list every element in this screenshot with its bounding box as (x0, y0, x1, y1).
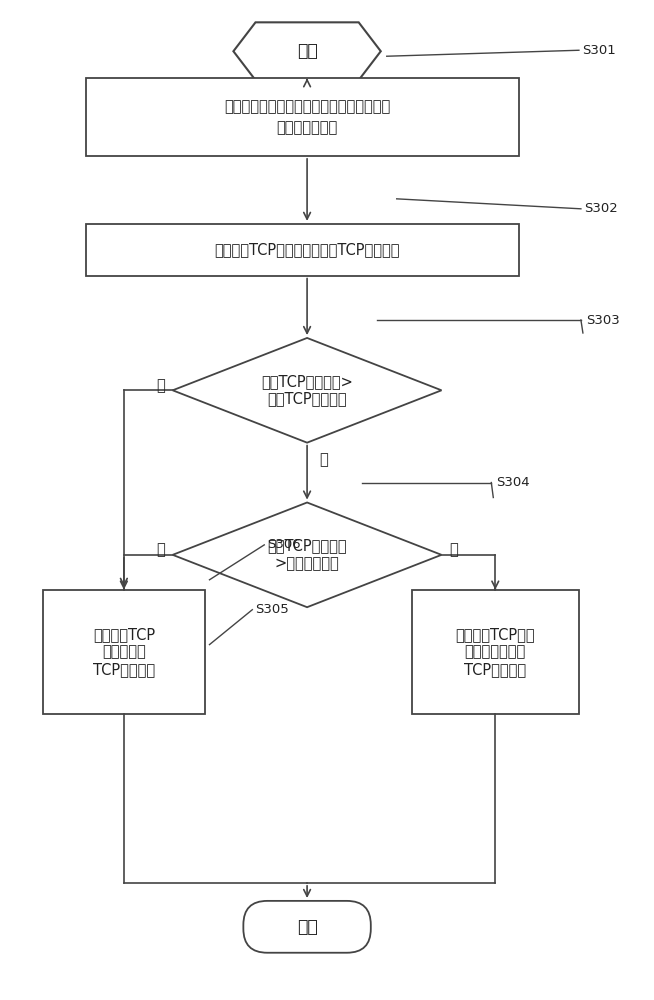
Text: S305: S305 (255, 603, 289, 616)
Text: S304: S304 (496, 476, 530, 489)
Text: 根据网络系统信息中的上下行配置信息，获
得上行速率门限: 根据网络系统信息中的上下行配置信息，获 得上行速率门限 (224, 99, 390, 135)
Bar (86, 78, 519, 156)
Text: S301: S301 (582, 44, 615, 57)
Text: 暂停发送TCP数据
封包，优先发送
TCP应答响应: 暂停发送TCP数据 封包，优先发送 TCP应答响应 (455, 627, 535, 677)
Text: 同时发送TCP
数据封包和
TCP应答响应: 同时发送TCP 数据封包和 TCP应答响应 (93, 627, 155, 677)
Text: 当前TCP发送速率
>上行速率门限: 当前TCP发送速率 >上行速率门限 (267, 539, 347, 571)
Text: 开始: 开始 (297, 42, 317, 60)
Polygon shape (173, 338, 441, 443)
Text: 否: 否 (156, 542, 165, 557)
Text: S302: S302 (584, 202, 617, 215)
Text: 获取当前TCP发送速率和当前TCP接收速率: 获取当前TCP发送速率和当前TCP接收速率 (215, 242, 400, 257)
Text: S303: S303 (586, 314, 619, 327)
Polygon shape (173, 502, 441, 607)
Bar (86, 224, 519, 276)
Bar (43, 590, 205, 714)
Text: 是: 是 (449, 542, 458, 557)
Text: 否: 否 (156, 378, 165, 393)
Text: 当前TCP接收速率>
当前TCP发送速率: 当前TCP接收速率> 当前TCP发送速率 (261, 374, 353, 407)
Text: S306: S306 (267, 538, 301, 551)
Polygon shape (233, 22, 381, 80)
Text: 是: 是 (319, 453, 328, 468)
Text: 结束: 结束 (297, 918, 317, 936)
FancyBboxPatch shape (243, 901, 371, 953)
Bar (411, 590, 579, 714)
